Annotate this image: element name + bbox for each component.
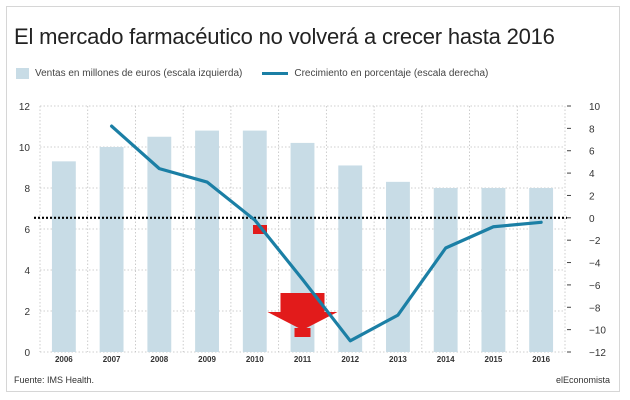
bar-sales (529, 188, 554, 352)
legend-label-sales: Ventas en millones de euros (escala izqu… (35, 68, 243, 79)
legend: Ventas en millones de euros (escala izqu… (16, 68, 508, 79)
bar-sales (147, 136, 172, 352)
bar-sales (338, 165, 363, 352)
x-tick-label: 2015 (485, 355, 503, 364)
y-right-tick-label: −2 (589, 236, 601, 247)
y-right-tick-label: −8 (589, 303, 601, 314)
y-right-tick-label: −6 (589, 281, 601, 292)
legend-item-sales: Ventas en millones de euros (escala izqu… (16, 68, 242, 79)
chart-title: El mercado farmacéutico no volverá a cre… (14, 24, 555, 49)
y-right-tick-label: 6 (589, 147, 595, 158)
bar-sales (51, 161, 76, 352)
y-right-tick-label: −12 (589, 348, 606, 359)
y-right-tick-label: 4 (589, 169, 595, 180)
source-note: Fuente: IMS Health. (14, 375, 95, 385)
x-tick-label: 2006 (55, 355, 73, 364)
y-right-tick-label: −10 (589, 326, 606, 337)
brand-label: elEconomista (555, 375, 610, 385)
x-tick-label: 2014 (437, 355, 455, 364)
y-left-tick-label: 6 (24, 225, 30, 236)
y-right-tick-label: 2 (589, 191, 595, 202)
y-left-tick-label: 4 (24, 266, 30, 277)
y-left-tick-label: 12 (19, 102, 31, 113)
line-growth (109, 124, 543, 343)
y-right-tick-label: 0 (589, 214, 595, 225)
y-left-tick-label: 0 (24, 348, 30, 359)
bar-sales (99, 147, 124, 352)
x-tick-label: 2012 (341, 355, 359, 364)
bar-sales (433, 188, 458, 352)
legend-swatch-growth (262, 72, 289, 75)
bar-sales (195, 130, 219, 352)
bar-sales (242, 130, 267, 352)
legend-swatch-sales (16, 68, 29, 79)
x-tick-label: 2007 (103, 355, 121, 364)
y-left-tick-label: 2 (24, 307, 30, 318)
x-tick-label: 2008 (150, 355, 168, 364)
x-tick-label: 2011 (294, 355, 312, 364)
y-left-tick-label: 10 (19, 143, 31, 154)
y-right-tick-label: 8 (589, 124, 595, 135)
x-tick-label: 2010 (246, 355, 264, 364)
legend-label-growth: Crecimiento en porcentaje (escala derech… (294, 68, 489, 79)
x-tick-label: 2013 (389, 355, 407, 364)
bar-sales (481, 188, 506, 352)
y-right-tick-label: 10 (589, 102, 601, 113)
x-tick-label: 2016 (532, 355, 550, 364)
decline-marker (253, 225, 267, 234)
decline-marker (294, 328, 311, 337)
y-left-tick-label: 8 (24, 184, 30, 195)
bar-sales (386, 181, 410, 352)
legend-item-growth: Crecimiento en porcentaje (escala derech… (262, 68, 488, 79)
x-tick-label: 2009 (198, 355, 216, 364)
y-right-tick-label: −4 (589, 259, 601, 270)
